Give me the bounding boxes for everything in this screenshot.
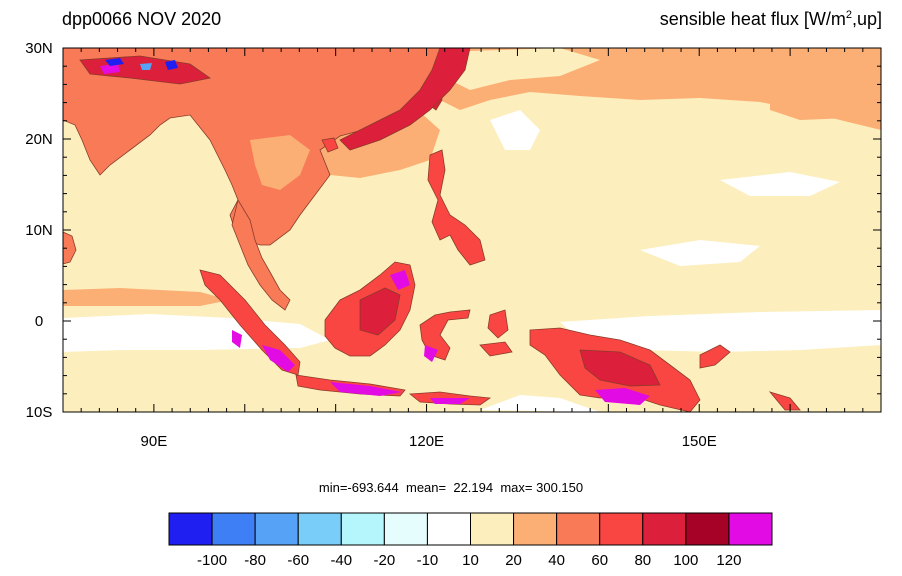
colorbar-swatch	[513, 512, 558, 546]
colorbar-label: 10	[462, 552, 479, 569]
land-philippines	[427, 149, 486, 266]
colorbar-swatch	[297, 512, 342, 546]
map-plot-area	[63, 48, 881, 412]
stats-mean-label: mean=	[405, 480, 447, 495]
ocean-warm-region	[770, 84, 860, 120]
land-extreme-sulawesi	[424, 345, 438, 362]
stats-max-value: 300.150	[536, 480, 584, 495]
land-solomon	[768, 391, 801, 411]
land-moluccas	[487, 309, 509, 339]
colorbar-swatch	[340, 512, 385, 546]
stats-line: min=-693.644 mean= 22.194 max= 300.150	[0, 480, 902, 495]
title-right-main: sensible heat flux [W/m	[659, 9, 846, 29]
negative-flux-speck	[140, 63, 152, 70]
land-extreme-malaya	[232, 330, 242, 348]
lon-tick-label: 150E	[682, 433, 717, 450]
colorbar-swatch	[383, 512, 428, 546]
negative-flux-speck	[105, 58, 124, 66]
land-hotspot-china-coast	[339, 48, 471, 151]
title-right-tail: ,up]	[851, 9, 882, 29]
ocean-low-flux-region	[490, 110, 540, 150]
land-hotspot-indochina	[250, 135, 310, 190]
colorbar-label: -10	[416, 552, 439, 569]
land-extreme-java	[330, 382, 402, 396]
colorbar	[168, 512, 773, 546]
title-right: sensible heat flux [W/m2,up]	[660, 9, 882, 30]
colorbar-swatch	[685, 512, 730, 546]
land-hotspot-new-guinea	[579, 349, 661, 387]
colorbar-swatch	[642, 512, 687, 546]
colorbar-swatch	[599, 512, 644, 546]
stats-min-value: -693.644	[347, 480, 399, 495]
land-sri-lanka	[63, 231, 77, 265]
stats-mean-value: 22.194	[453, 480, 494, 495]
lat-tick-label: 10S	[26, 404, 53, 421]
colorbar-swatch	[470, 512, 515, 546]
colorbar-label: 120	[716, 552, 742, 569]
axis-tick-labels: 30N 20N 10N 0 10S 90E 120E 150E	[25, 40, 717, 450]
title-left: dpp0066 NOV 2020	[62, 9, 222, 29]
colorbar-label: 20	[505, 552, 522, 569]
land-extreme-borneo	[390, 270, 410, 290]
ocean-low-flux-region	[640, 240, 760, 266]
lat-tick-label: 20N	[25, 131, 53, 148]
colorbar-label: -60	[287, 552, 310, 569]
ocean-warm-region	[440, 48, 600, 90]
colorbar-label: -100	[197, 552, 228, 569]
colorbar-label: 80	[634, 552, 652, 569]
land-hotspot-borneo	[359, 287, 401, 336]
stats-max-label: max=	[500, 480, 533, 495]
axis-ticks	[62, 47, 882, 413]
lat-tick-label: 0	[35, 313, 43, 330]
ocean-warm-region	[63, 288, 230, 306]
land-moluccas	[479, 341, 513, 357]
colorbar-swatch	[728, 512, 773, 546]
colorbar-label: 40	[548, 552, 565, 569]
colorbar-label: -80	[244, 552, 266, 569]
ocean-low-flux-region	[560, 310, 881, 352]
ocean-low-flux-region	[480, 395, 600, 412]
negative-flux-speck	[165, 60, 178, 70]
lat-tick-label: 30N	[25, 40, 53, 57]
land-extreme-china	[100, 64, 120, 74]
lon-tick-label: 120E	[409, 433, 444, 450]
ocean-low-flux-region	[720, 172, 840, 196]
colorbar-label: -20	[373, 552, 396, 569]
land-extreme-sumatra	[262, 345, 295, 372]
colorbar-swatch	[168, 512, 213, 546]
colorbar-label: 60	[591, 552, 609, 569]
lat-tick-label: 10N	[25, 222, 53, 239]
lon-tick-label: 90E	[141, 433, 168, 450]
land-hainan	[321, 137, 339, 153]
colorbar-label: -40	[330, 552, 353, 569]
land-extreme-java	[430, 398, 470, 404]
title-right-superscript: 2	[845, 9, 852, 21]
colorbar-swatch	[426, 512, 471, 546]
colorbar-label: 100	[673, 552, 699, 569]
land-bismarck	[699, 344, 731, 369]
stats-min-label: min=	[318, 480, 348, 495]
colorbar-swatch	[211, 512, 256, 546]
colorbar-swatch	[254, 512, 299, 546]
colorbar-swatch	[556, 512, 601, 546]
land-extreme-new-guinea	[595, 388, 650, 405]
land-malay-peninsula	[231, 198, 291, 311]
